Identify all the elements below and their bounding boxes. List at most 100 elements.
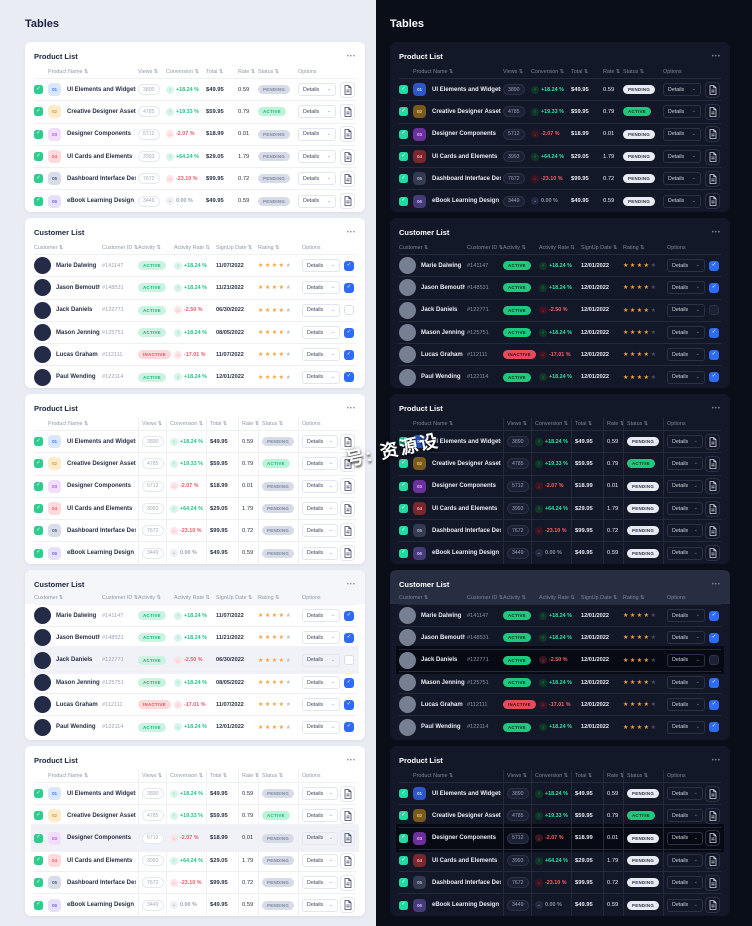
- more-options-icon[interactable]: •••: [346, 405, 356, 412]
- column-header[interactable]: Conversion ⇅: [531, 69, 565, 75]
- row-checkbox[interactable]: ✓: [399, 833, 408, 843]
- details-dropdown[interactable]: Details ⌄: [667, 546, 703, 560]
- details-dropdown[interactable]: Details ⌄: [663, 83, 701, 97]
- row-select-checkbox[interactable]: ✓: [709, 655, 719, 666]
- column-header[interactable]: Customer ⇅: [34, 245, 64, 251]
- details-dropdown[interactable]: Details ⌄: [667, 898, 703, 912]
- row-checkbox[interactable]: ✓: [34, 878, 43, 888]
- row-checkbox[interactable]: ✓: [34, 504, 43, 514]
- details-dropdown[interactable]: Details ⌄: [302, 876, 338, 890]
- document-button[interactable]: [705, 874, 720, 891]
- details-dropdown[interactable]: Details ⌄: [302, 809, 338, 823]
- details-dropdown[interactable]: Details ⌄: [667, 479, 703, 493]
- document-button[interactable]: [340, 148, 355, 165]
- document-button[interactable]: [705, 830, 720, 847]
- details-dropdown[interactable]: Details ⌄: [667, 653, 705, 667]
- column-header[interactable]: SignUp Date ⇅: [216, 245, 253, 251]
- column-header[interactable]: Activity Rate ⇅: [174, 595, 210, 601]
- row-select-checkbox[interactable]: ✓: [709, 610, 719, 621]
- column-header[interactable]: Rate ⇅: [238, 69, 256, 75]
- row-checkbox[interactable]: ✓: [34, 856, 43, 866]
- details-dropdown[interactable]: Details ⌄: [302, 609, 340, 623]
- column-header[interactable]: Views ⇅: [503, 418, 529, 430]
- row-checkbox[interactable]: ✓: [399, 85, 408, 95]
- details-dropdown[interactable]: Details ⌄: [302, 479, 338, 493]
- details-dropdown[interactable]: Details ⌄: [302, 370, 340, 384]
- more-options-icon[interactable]: •••: [711, 757, 721, 764]
- row-checkbox[interactable]: ✓: [399, 481, 408, 491]
- row-checkbox[interactable]: ✓: [34, 174, 43, 184]
- column-header[interactable]: Product Name ⇅: [48, 421, 89, 427]
- column-header[interactable]: Total ⇅: [571, 69, 589, 75]
- row-checkbox[interactable]: ✓: [34, 789, 43, 799]
- row-select-checkbox[interactable]: ✓: [344, 699, 354, 710]
- details-dropdown[interactable]: Details ⌄: [663, 127, 701, 141]
- document-button[interactable]: [705, 852, 720, 869]
- details-dropdown[interactable]: Details ⌄: [302, 259, 340, 273]
- more-options-icon[interactable]: •••: [711, 229, 721, 236]
- details-dropdown[interactable]: Details ⌄: [667, 831, 703, 845]
- column-header[interactable]: Rate ⇅: [238, 770, 259, 782]
- details-dropdown[interactable]: Details ⌄: [667, 876, 703, 890]
- column-header[interactable]: Rating ⇅: [258, 245, 280, 251]
- row-checkbox[interactable]: ✓: [399, 152, 408, 162]
- column-header[interactable]: Customer ⇅: [34, 595, 64, 601]
- details-dropdown[interactable]: Details ⌄: [302, 898, 338, 912]
- details-dropdown[interactable]: Details ⌄: [667, 303, 705, 317]
- details-dropdown[interactable]: Details ⌄: [302, 326, 340, 340]
- document-button[interactable]: [705, 170, 720, 187]
- row-checkbox[interactable]: ✓: [399, 856, 408, 866]
- row-checkbox[interactable]: ✓: [34, 129, 43, 139]
- document-button[interactable]: [340, 897, 355, 914]
- column-header[interactable]: Total ⇅: [571, 418, 601, 430]
- column-header[interactable]: Status ⇅: [623, 418, 661, 430]
- document-button[interactable]: [340, 807, 355, 824]
- details-dropdown[interactable]: Details ⌄: [667, 787, 703, 801]
- details-dropdown[interactable]: Details ⌄: [302, 457, 338, 471]
- document-button[interactable]: [340, 81, 355, 98]
- column-header[interactable]: Conversion ⇅: [166, 69, 200, 75]
- more-options-icon[interactable]: •••: [346, 581, 356, 588]
- row-checkbox[interactable]: ✓: [34, 900, 43, 910]
- document-button[interactable]: [340, 126, 355, 143]
- column-header[interactable]: Customer ⇅: [399, 245, 429, 251]
- row-checkbox[interactable]: ✓: [34, 526, 43, 536]
- column-header[interactable]: Activity Rate ⇅: [539, 595, 575, 601]
- row-select-checkbox[interactable]: ✓: [709, 372, 719, 383]
- details-dropdown[interactable]: Details ⌄: [663, 105, 701, 119]
- details-dropdown[interactable]: Details ⌄: [667, 370, 705, 384]
- column-header[interactable]: Activity Rate ⇅: [174, 245, 210, 251]
- details-dropdown[interactable]: Details ⌄: [298, 194, 336, 208]
- column-header[interactable]: Views ⇅: [503, 69, 524, 75]
- document-button[interactable]: [705, 897, 720, 914]
- details-dropdown[interactable]: Details ⌄: [667, 326, 705, 340]
- details-dropdown[interactable]: Details ⌄: [667, 348, 705, 362]
- row-checkbox[interactable]: ✓: [34, 437, 43, 447]
- column-header[interactable]: Activity ⇅: [138, 245, 162, 251]
- column-header[interactable]: Customer ID ⇅: [102, 245, 139, 251]
- column-header[interactable]: Views ⇅: [138, 69, 159, 75]
- column-header[interactable]: Total ⇅: [571, 770, 601, 782]
- column-header[interactable]: Rate ⇅: [238, 418, 259, 430]
- row-checkbox[interactable]: ✓: [399, 437, 408, 447]
- row-checkbox[interactable]: ✓: [34, 85, 43, 95]
- column-header[interactable]: Conversion ⇅: [531, 770, 569, 782]
- details-dropdown[interactable]: Details ⌄: [298, 127, 336, 141]
- row-select-checkbox[interactable]: ✓: [344, 349, 354, 360]
- column-header[interactable]: Total ⇅: [206, 418, 236, 430]
- row-select-checkbox[interactable]: ✓: [709, 699, 719, 710]
- details-dropdown[interactable]: Details ⌄: [302, 854, 338, 868]
- more-options-icon[interactable]: •••: [346, 757, 356, 764]
- column-header[interactable]: Total ⇅: [206, 770, 236, 782]
- row-checkbox[interactable]: ✓: [399, 548, 408, 558]
- column-header[interactable]: Customer ID ⇅: [467, 245, 504, 251]
- row-select-checkbox[interactable]: ✓: [709, 722, 719, 733]
- details-dropdown[interactable]: Details ⌄: [302, 653, 340, 667]
- row-select-checkbox[interactable]: ✓: [344, 282, 354, 293]
- more-options-icon[interactable]: •••: [711, 581, 721, 588]
- row-select-checkbox[interactable]: ✓: [344, 327, 354, 338]
- document-button[interactable]: [340, 522, 355, 539]
- row-select-checkbox[interactable]: ✓: [344, 632, 354, 643]
- details-dropdown[interactable]: Details ⌄: [302, 787, 338, 801]
- document-button[interactable]: [705, 478, 720, 495]
